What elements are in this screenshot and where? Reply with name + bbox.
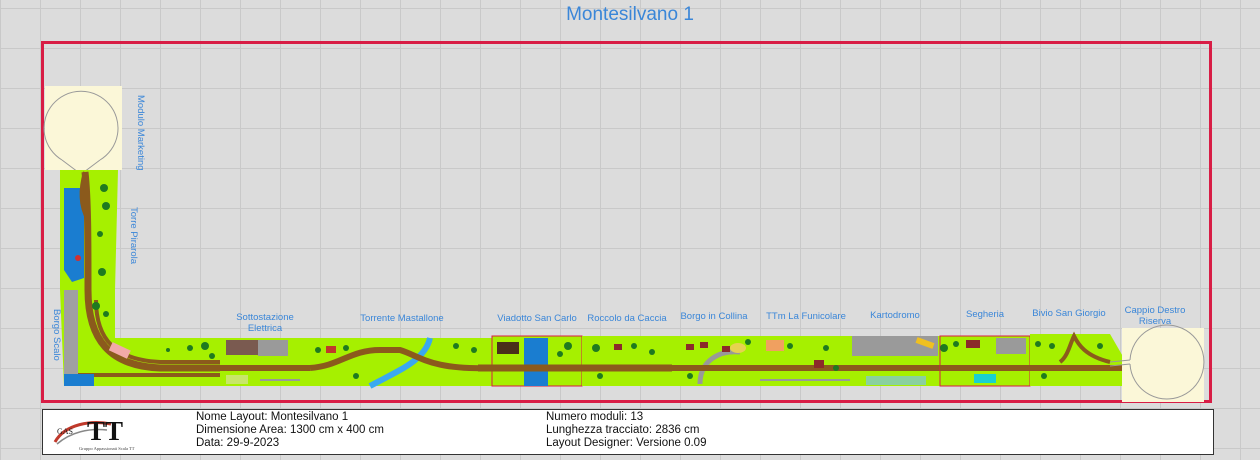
label-sottostazione-elettrica: Sottostazione Elettrica (236, 312, 294, 334)
info-lunghezza-tracciato: Lunghezza tracciato: 2836 cm (546, 424, 700, 436)
label-modulo-marketing: Modulo Marketing (135, 95, 146, 171)
label-torre-pirarola: Torre Pirarola (128, 207, 139, 265)
info-layout-designer: Layout Designer: Versione 0.09 (546, 437, 707, 449)
layout-area-frame (41, 41, 1212, 403)
module-cappio-destro-riserva[interactable] (1109, 324, 1205, 402)
label-torrente-mastallone: Torrente Mastallone (360, 313, 444, 324)
module-kartodromo[interactable] (850, 336, 940, 386)
module-modulo-marketing[interactable] (43, 86, 122, 173)
info-dimensione-area: Dimensione Area: 1300 cm x 400 cm (196, 424, 384, 436)
info-numero-moduli: Numero moduli: 13 (546, 411, 644, 423)
layout-title: Montesilvano 1 (566, 4, 694, 25)
label-ttm-la-funicolare: TTm La Funicolare (766, 311, 846, 322)
module-ttm-la-funicolare[interactable] (760, 336, 850, 386)
label-borgo-scalo: Borgo Scalo (51, 309, 62, 361)
label-roccolo-da-caccia: Roccolo da Caccia (587, 313, 667, 324)
label-cappio-destro-riserva: Cappio Destro Riserva (1124, 305, 1186, 327)
module-sottostazione-elettrica[interactable] (220, 338, 310, 386)
label-bivio-san-giorgio: Bivio San Giorgio (1032, 308, 1106, 319)
gas-tt-logo: GAS TT Gruppo Appassionati Scala TT (53, 416, 135, 451)
tree-markers (92, 184, 1103, 379)
info-right-column: Numero moduli: 13 Lunghezza tracciato: 2… (546, 411, 706, 450)
module-torrente-mastallone[interactable] (309, 337, 493, 389)
info-data: Data: 29-9-2023 (196, 437, 280, 449)
module-torre-pirarola[interactable] (60, 170, 118, 291)
label-kartodromo: Kartodromo (870, 310, 920, 321)
module-borgo-scalo[interactable] (60, 289, 220, 386)
label-borgo-in-collina: Borgo in Collina (680, 311, 748, 322)
info-left-column: Nome Layout: Montesilvano 1 Dimensione A… (196, 411, 384, 450)
tower-marker (75, 255, 81, 261)
module-borgo-in-collina[interactable] (672, 336, 760, 386)
label-viadotto-san-carlo: Viadotto San Carlo (497, 313, 577, 324)
module-roccolo-da-caccia[interactable] (582, 336, 672, 386)
layout-info-box: GAS TT Gruppo Appassionati Scala TT Nome… (42, 409, 1214, 455)
logo-caption: Gruppo Appassionati Scala TT (79, 446, 135, 451)
label-segheria: Segheria (965, 309, 1005, 320)
info-nome-layout: Nome Layout: Montesilvano 1 (196, 411, 349, 423)
logo-tt-text: TT (87, 416, 123, 446)
logo-gas-text: GAS (57, 427, 73, 436)
